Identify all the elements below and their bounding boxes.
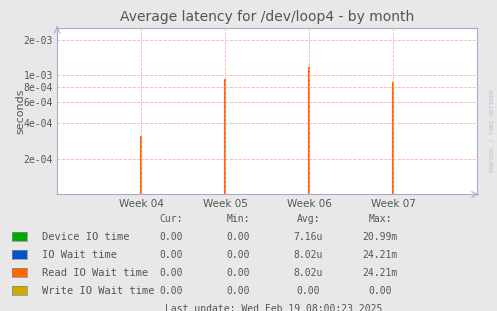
Y-axis label: seconds: seconds xyxy=(16,88,26,134)
Text: 0.00: 0.00 xyxy=(368,286,392,296)
Text: 20.99m: 20.99m xyxy=(363,232,398,242)
Text: 0.00: 0.00 xyxy=(160,232,183,242)
Text: 24.21m: 24.21m xyxy=(363,268,398,278)
Text: Cur:: Cur: xyxy=(160,214,183,224)
Text: Min:: Min: xyxy=(227,214,250,224)
Text: Read IO Wait time: Read IO Wait time xyxy=(42,268,149,278)
Text: IO Wait time: IO Wait time xyxy=(42,250,117,260)
Text: Write IO Wait time: Write IO Wait time xyxy=(42,286,155,296)
Text: 0.00: 0.00 xyxy=(227,250,250,260)
Title: Average latency for /dev/loop4 - by month: Average latency for /dev/loop4 - by mont… xyxy=(120,10,414,24)
Text: 0.00: 0.00 xyxy=(227,232,250,242)
Text: Device IO time: Device IO time xyxy=(42,232,130,242)
Text: 0.00: 0.00 xyxy=(227,268,250,278)
Text: 0.00: 0.00 xyxy=(227,286,250,296)
Text: 0.00: 0.00 xyxy=(296,286,320,296)
Text: 0.00: 0.00 xyxy=(160,268,183,278)
Text: 0.00: 0.00 xyxy=(160,250,183,260)
Text: Max:: Max: xyxy=(368,214,392,224)
Text: 8.02u: 8.02u xyxy=(293,250,323,260)
Text: Avg:: Avg: xyxy=(296,214,320,224)
Text: 0.00: 0.00 xyxy=(160,286,183,296)
Text: 7.16u: 7.16u xyxy=(293,232,323,242)
Text: 24.21m: 24.21m xyxy=(363,250,398,260)
Text: 8.02u: 8.02u xyxy=(293,268,323,278)
Text: RRDTOOL / TOBI OETIKER: RRDTOOL / TOBI OETIKER xyxy=(490,89,495,172)
Text: Last update: Wed Feb 19 08:00:23 2025: Last update: Wed Feb 19 08:00:23 2025 xyxy=(165,304,382,311)
